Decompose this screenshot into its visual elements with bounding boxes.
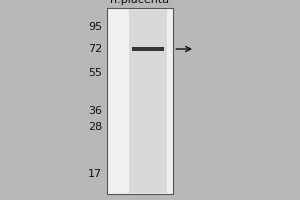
Text: 95: 95 [88, 22, 102, 32]
Text: 17: 17 [88, 169, 102, 179]
Bar [129, 9, 166, 193]
Bar [106, 8, 172, 194]
Bar [132, 47, 164, 51]
Text: 28: 28 [88, 122, 102, 132]
Text: 55: 55 [88, 68, 102, 78]
Text: h.placenta: h.placenta [110, 0, 169, 5]
Text: 72: 72 [88, 44, 102, 54]
Text: 36: 36 [88, 106, 102, 116]
